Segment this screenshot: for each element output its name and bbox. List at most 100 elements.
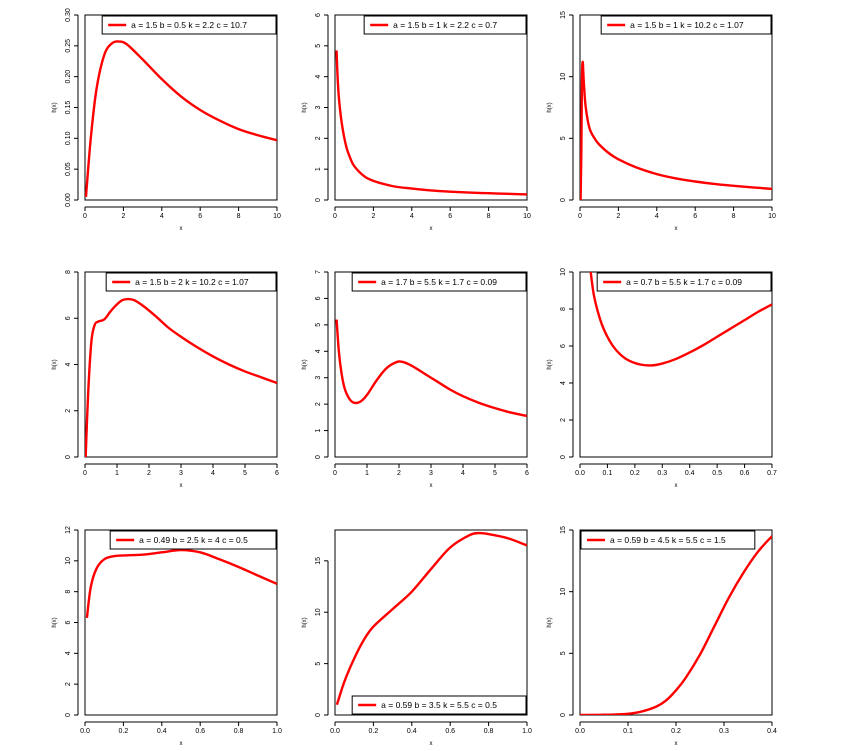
legend-label: a = 0.59 b = 3.5 k = 5.5 c = 0.5 bbox=[381, 700, 497, 710]
y-tick-label: 5 bbox=[315, 323, 322, 327]
legend: a = 1.5 b = 1 k = 10.2 c = 1.07 bbox=[600, 15, 772, 35]
x-tick-label: 2 bbox=[121, 213, 125, 220]
legend-label: a = 0.59 b = 4.5 k = 5.5 c = 1.5 bbox=[610, 535, 726, 545]
y-tick-label: 8 bbox=[65, 590, 72, 594]
y-tick-label: 0 bbox=[560, 713, 567, 717]
y-tick-label: 8 bbox=[65, 270, 72, 274]
y-tick-label: 2 bbox=[315, 402, 322, 406]
y-tick-label: 0 bbox=[560, 455, 567, 459]
plot-frame bbox=[84, 529, 278, 716]
y-tick-label: 2 bbox=[560, 418, 567, 422]
y-tick-label: 0.25 bbox=[65, 39, 72, 53]
y-tick-label: 0 bbox=[65, 713, 72, 717]
y-axis-label: h(x) bbox=[302, 359, 308, 369]
y-axis-label: h(x) bbox=[547, 617, 553, 627]
panel-1: 0 2 4 6 8 10 x 0.00 0.05 0.10 0.15 0.20 0.25 0.30 h(x)… bbox=[52, 8, 281, 232]
x-tick-label: 6 bbox=[448, 213, 452, 220]
y-tick-label: 3 bbox=[315, 105, 322, 109]
y-tick-label: 5 bbox=[315, 44, 322, 48]
series-line bbox=[589, 272, 772, 367]
x-tick-label: 0.1 bbox=[623, 728, 633, 735]
x-tick-label: 0 bbox=[333, 213, 337, 220]
x-tick-label: 6 bbox=[525, 470, 529, 477]
x-tick-label: 0.4 bbox=[685, 470, 695, 477]
x-tick-label: 8 bbox=[487, 213, 491, 220]
x-tick-label: 10 bbox=[273, 213, 281, 220]
y-tick-label: 10 bbox=[560, 73, 567, 81]
x-tick-label: 0.8 bbox=[234, 728, 244, 735]
series-line bbox=[335, 531, 527, 706]
y-tick-label: 15 bbox=[560, 526, 567, 534]
x-tick-label: 0.6 bbox=[740, 470, 750, 477]
x-axis-label: x bbox=[180, 741, 183, 747]
legend-label: a = 1.5 b = 1 k = 2.2 c = 0.7 bbox=[393, 20, 497, 30]
legend-label: a = 1.5 b = 2 k = 10.2 c = 1.07 bbox=[135, 277, 249, 287]
x-tick-label: 1 bbox=[115, 470, 119, 477]
x-axis-label: x bbox=[430, 226, 433, 232]
y-axis-label: h(x) bbox=[302, 617, 308, 627]
x-tick-label: 0.6 bbox=[195, 728, 205, 735]
y-tick-label: 6 bbox=[65, 620, 72, 624]
series-line bbox=[580, 60, 772, 200]
x-tick-label: 0.0 bbox=[330, 728, 340, 735]
legend-box bbox=[351, 695, 527, 715]
panel-6: 0.0 0.1 0.2 0.3 0.4 0.5 0.6 0.7 x 0 2 4 6 8 10 h(x) a = … bbox=[547, 268, 777, 489]
legend: a = 1.7 b = 5.5 k = 1.7 c = 0.09 bbox=[351, 272, 527, 292]
x-tick-label: 1 bbox=[365, 470, 369, 477]
legend-label: a = 0.7 b = 5.5 k = 1.7 c = 0.09 bbox=[626, 277, 742, 287]
x-tick-label: 0.7 bbox=[767, 470, 777, 477]
series-line bbox=[335, 50, 527, 196]
y-tick-label: 2 bbox=[315, 136, 322, 140]
x-tick-label: 4 bbox=[655, 213, 659, 220]
y-tick-label: 10 bbox=[560, 268, 567, 276]
x-tick-label: 3 bbox=[179, 470, 183, 477]
y-tick-label: 2 bbox=[65, 682, 72, 686]
x-tick-label: 0.3 bbox=[719, 728, 729, 735]
x-axis-label: x bbox=[675, 483, 678, 489]
legend-box bbox=[596, 272, 772, 292]
legend: a = 0.7 b = 5.5 k = 1.7 c = 0.09 bbox=[596, 272, 772, 292]
legend-box bbox=[351, 272, 527, 292]
y-tick-label: 0.05 bbox=[65, 162, 72, 176]
series-line bbox=[580, 535, 772, 715]
legend-box bbox=[363, 15, 527, 35]
x-tick-label: 0.0 bbox=[80, 728, 90, 735]
y-tick-label: 0.00 bbox=[65, 193, 72, 207]
y-tick-label: 10 bbox=[65, 557, 72, 565]
panel-9: 0.0 0.1 0.2 0.3 0.4 x 0 5 10 15 h(x) a = 0.59 b = 4… bbox=[547, 526, 777, 747]
y-axis-label: h(x) bbox=[547, 359, 553, 369]
y-tick-label: 8 bbox=[560, 307, 567, 311]
x-tick-label: 0.0 bbox=[575, 470, 585, 477]
y-tick-label: 4 bbox=[315, 349, 322, 353]
legend-box bbox=[109, 530, 277, 550]
x-tick-label: 4 bbox=[410, 213, 414, 220]
y-tick-label: 6 bbox=[65, 316, 72, 320]
plot-frame bbox=[84, 271, 278, 458]
y-tick-label: 0.15 bbox=[65, 101, 72, 115]
x-tick-label: 6 bbox=[693, 213, 697, 220]
y-tick-label: 0 bbox=[315, 455, 322, 459]
x-tick-label: 6 bbox=[275, 470, 279, 477]
x-tick-label: 0.0 bbox=[575, 728, 585, 735]
x-tick-label: 4 bbox=[160, 213, 164, 220]
x-tick-label: 0.4 bbox=[157, 728, 167, 735]
x-tick-label: 10 bbox=[768, 213, 776, 220]
x-tick-label: 0.2 bbox=[369, 728, 379, 735]
panel-7: 0.0 0.2 0.4 0.6 0.8 1.0 x 0 2 4 6 8 10 12 h(x) a = 0.49… bbox=[52, 526, 282, 747]
legend-label: a = 1.5 b = 1 k = 10.2 c = 1.07 bbox=[630, 20, 744, 30]
x-tick-label: 6 bbox=[198, 213, 202, 220]
x-tick-label: 8 bbox=[237, 213, 241, 220]
y-tick-label: 0 bbox=[65, 455, 72, 459]
plot-frame bbox=[579, 14, 773, 201]
x-tick-label: 0.8 bbox=[484, 728, 494, 735]
x-tick-label: 0.6 bbox=[445, 728, 455, 735]
plot-frame bbox=[334, 529, 528, 716]
series-line bbox=[85, 40, 277, 198]
series-line bbox=[335, 319, 527, 418]
y-tick-label: 4 bbox=[65, 651, 72, 655]
y-tick-label: 4 bbox=[560, 381, 567, 385]
x-tick-label: 0.1 bbox=[603, 470, 613, 477]
x-tick-label: 5 bbox=[493, 470, 497, 477]
y-axis-label: h(x) bbox=[52, 617, 58, 627]
